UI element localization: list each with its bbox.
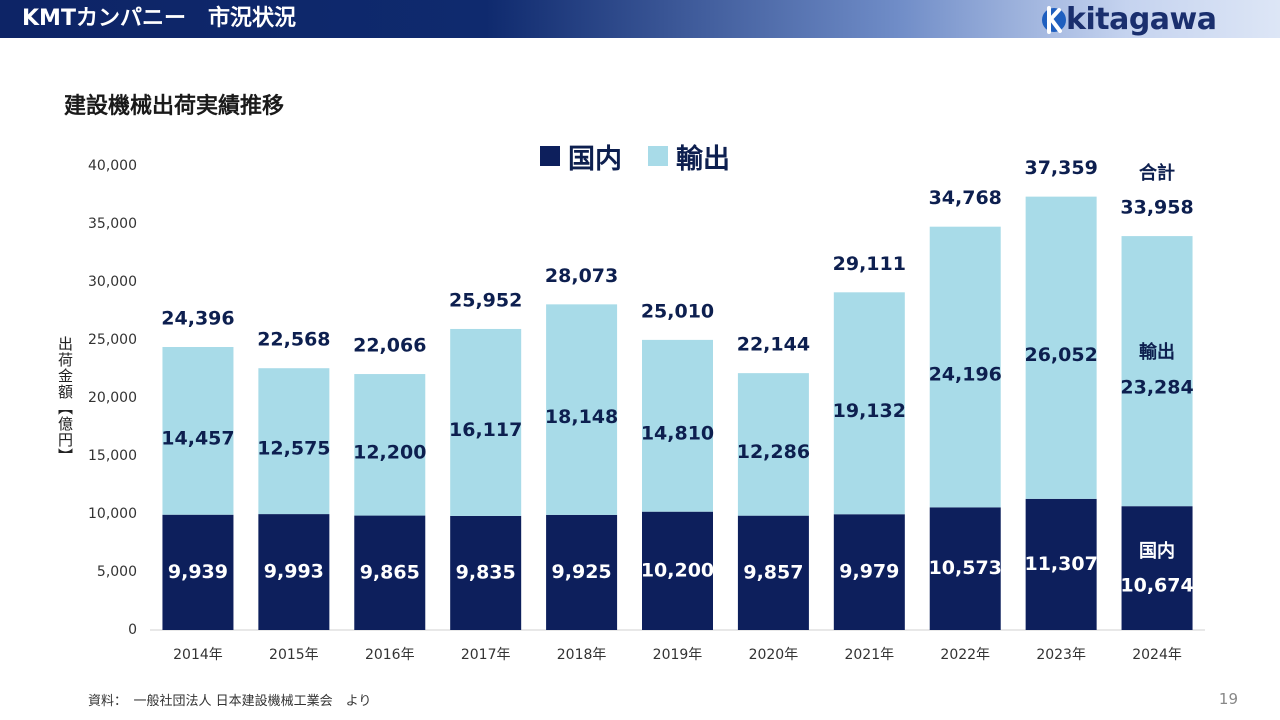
bar-export <box>737 373 809 516</box>
page-header-title: KMTカンパニー 市況状況 <box>22 6 296 31</box>
section-title: 建設機械出荷実績推移 <box>64 94 285 119</box>
bar-domestic <box>546 514 618 630</box>
y-tick-label: 30,000 <box>88 274 137 290</box>
x-tick-label: 2024年 <box>1132 647 1182 663</box>
bar-domestic <box>1025 498 1097 630</box>
data-label-export: 24,196 <box>929 364 1002 386</box>
data-label-total: 25,952 <box>449 289 522 311</box>
bar-export <box>450 328 522 516</box>
kitagawa-logo <box>1042 6 1066 34</box>
data-label-domestic: 10,200 <box>641 559 714 581</box>
y-axis-label: 出荷金額【億円】 <box>56 336 74 464</box>
bar-domestic <box>737 515 809 630</box>
data-label-total: 22,066 <box>353 335 426 357</box>
data-label-domestic: 9,925 <box>552 561 612 583</box>
bar-export <box>1121 236 1193 507</box>
x-tick-label: 2016年 <box>365 647 415 663</box>
logo-k-mark <box>1042 6 1066 34</box>
bar-domestic <box>162 514 234 630</box>
bar-export <box>162 347 234 515</box>
stacked-bar-chart: 0 5,000 10,000 15,000 20,000 25,000 30,000 35,0… <box>88 157 1205 663</box>
data-label-export: 12,575 <box>257 438 330 460</box>
logo-wordmark: kitagawa <box>1066 2 1217 37</box>
bar-domestic <box>833 514 905 630</box>
data-label-domestic: 10,674 <box>1120 575 1193 597</box>
y-tick-label: 40,000 <box>88 158 137 174</box>
legend-label-domestic: 国内 <box>568 143 622 175</box>
y-tick-label: 20,000 <box>88 390 137 406</box>
data-label-total: 33,958 <box>1120 197 1193 219</box>
data-label-export: 12,286 <box>737 441 810 463</box>
data-label-total: 29,111 <box>833 253 906 275</box>
x-tick-label: 2017年 <box>461 647 511 663</box>
data-label-export: 19,132 <box>833 400 906 422</box>
data-label-export: 14,810 <box>641 422 714 444</box>
y-tick-label: 25,000 <box>88 332 137 348</box>
x-tick-label: 2015年 <box>269 647 319 663</box>
data-label-export: 23,284 <box>1120 377 1193 399</box>
x-tick-label: 2023年 <box>1036 647 1086 663</box>
source-note: 資料： 一般社団法人 日本建設機械工業会 より <box>88 694 372 709</box>
data-label-domestic: 10,573 <box>929 557 1002 579</box>
data-label-total: 22,568 <box>257 329 330 351</box>
data-label-export: 16,117 <box>449 419 522 441</box>
data-label-export: 14,457 <box>161 427 234 449</box>
bar-domestic <box>642 511 713 630</box>
legend-item-export: 輸出 <box>648 137 730 176</box>
data-label-domestic: 11,307 <box>1024 553 1097 575</box>
data-label-total: 37,359 <box>1024 157 1097 179</box>
y-tick-label: 15,000 <box>88 448 137 464</box>
data-label-domestic: 9,865 <box>360 561 420 583</box>
data-label-domestic: 9,835 <box>456 561 516 583</box>
data-label-total: 22,144 <box>737 334 810 356</box>
data-label-export: 12,200 <box>353 441 426 463</box>
bar-domestic <box>450 515 522 630</box>
bar-domestic <box>258 514 330 630</box>
bar-export <box>642 339 713 512</box>
bar-export <box>258 368 330 515</box>
bar-export <box>354 374 426 516</box>
legend-swatch-export <box>648 146 668 166</box>
data-caption-domestic: 国内 <box>1139 540 1175 562</box>
data-label-export: 26,052 <box>1024 344 1097 366</box>
chart-legend: 国内 輸出 <box>540 137 756 176</box>
data-caption-total: 合計 <box>1139 162 1175 184</box>
bar-domestic <box>929 507 1001 630</box>
data-label-domestic: 9,979 <box>839 561 899 583</box>
data-label-total: 34,768 <box>929 187 1002 209</box>
y-tick-label: 0 <box>128 622 137 638</box>
legend-item-domestic: 国内 <box>540 137 622 176</box>
page-number: 19 <box>1218 690 1238 708</box>
bar-export <box>929 226 1001 508</box>
bar-export <box>833 292 905 515</box>
data-label-domestic: 9,993 <box>264 561 324 583</box>
x-tick-label: 2022年 <box>940 647 990 663</box>
legend-label-export: 輸出 <box>676 143 730 175</box>
x-tick-label: 2020年 <box>749 647 799 663</box>
data-label-domestic: 9,857 <box>743 561 803 583</box>
data-label-domestic: 9,939 <box>168 561 228 583</box>
x-tick-label: 2019年 <box>653 647 703 663</box>
data-label-export: 18,148 <box>545 406 618 428</box>
x-tick-label: 2018年 <box>557 647 607 663</box>
data-label-total: 24,396 <box>161 308 234 330</box>
x-tick-label: 2014年 <box>173 647 223 663</box>
bar-export <box>1025 196 1097 499</box>
header-bar <box>0 0 1280 38</box>
bar-domestic <box>1121 506 1193 630</box>
x-tick-label: 2021年 <box>844 647 894 663</box>
data-caption-export: 輸出 <box>1139 341 1175 363</box>
y-tick-label: 35,000 <box>88 216 137 232</box>
data-label-total: 28,073 <box>545 265 618 287</box>
y-tick-label: 10,000 <box>88 506 137 522</box>
legend-swatch-domestic <box>540 146 560 166</box>
data-label-total: 25,010 <box>641 300 714 322</box>
y-tick-label: 5,000 <box>97 564 137 580</box>
bar-domestic <box>354 515 426 630</box>
bar-export <box>546 304 618 515</box>
